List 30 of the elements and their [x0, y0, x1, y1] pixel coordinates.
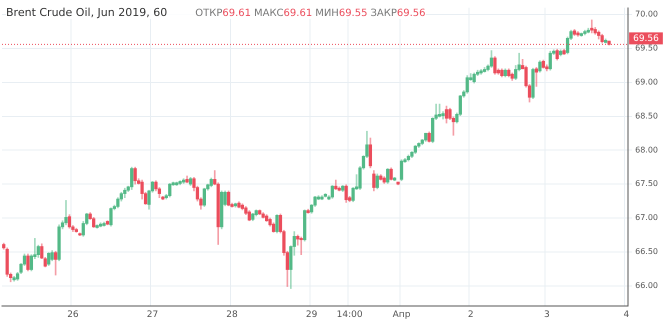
- y-tick-label: 69.00: [635, 77, 658, 86]
- y-tick-label: 68.50: [635, 111, 658, 120]
- y-tick-label: 67.00: [635, 213, 658, 222]
- annotation: ЗАКР: [370, 8, 397, 19]
- ref-line-label: 69.56: [633, 34, 660, 44]
- annotation: 69.55: [338, 8, 368, 19]
- y-tick-label: 69.50: [635, 44, 658, 53]
- x-tick-label: 3: [544, 310, 550, 320]
- annotation: МАКС: [254, 8, 284, 19]
- x-tick-label: Апр: [392, 310, 411, 320]
- x-tick-label: 14:00: [336, 310, 363, 320]
- chart-title: Brent Crude Oil, Jun 2019, 60: [6, 6, 168, 19]
- x-tick-label: 2: [468, 310, 474, 320]
- x-tick-label: 28: [226, 310, 238, 320]
- x-tick-label: 4: [624, 310, 630, 320]
- y-tick-label: 70.00: [635, 10, 658, 19]
- y-tick-label: 68.00: [635, 145, 658, 154]
- x-tick-label: 26: [67, 310, 79, 320]
- annotation: 69.61: [222, 8, 251, 19]
- x-tick-label: 27: [146, 310, 158, 320]
- x-tick-label: 29: [306, 310, 318, 320]
- candlestick: [64, 200, 68, 226]
- y-tick-label: 66.00: [635, 280, 658, 290]
- annotation: ОТКР: [195, 8, 222, 19]
- y-tick-label: 67.50: [635, 179, 658, 188]
- y-tick-label: 66.50: [635, 247, 658, 256]
- annotation: МИН: [315, 8, 339, 19]
- annotation: 69.56: [396, 8, 426, 19]
- candlestick: [534, 67, 538, 87]
- annotation: 69.61: [284, 8, 312, 19]
